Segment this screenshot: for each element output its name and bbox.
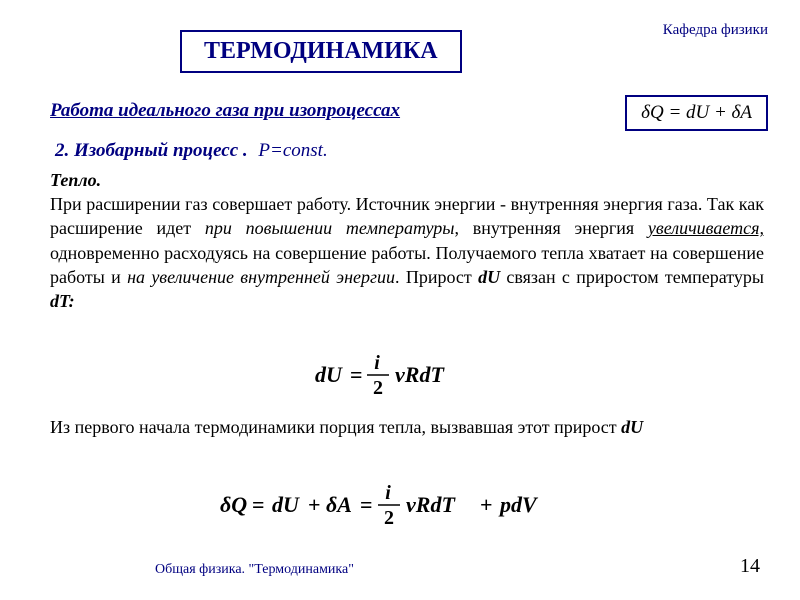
subsection-condition: P=const. — [258, 140, 327, 161]
svg-text:δA: δA — [326, 492, 352, 517]
svg-text:+: + — [308, 492, 321, 517]
text-run-bold: dU — [621, 417, 643, 437]
svg-text:i: i — [385, 482, 391, 504]
svg-text:νRdT: νRdT — [406, 492, 456, 517]
formula-text: δQ = dU + δA — [641, 102, 752, 123]
text-run-bold: dU — [478, 267, 500, 287]
svg-text:2: 2 — [384, 507, 394, 529]
text-run-italic: при повышении температуры — [205, 218, 455, 238]
text-run: Из первого начала термодинамики порция т… — [50, 417, 621, 437]
svg-text:νRdT: νRdT — [395, 362, 445, 387]
svg-text:dU: dU — [272, 492, 300, 517]
subsection-title: 2. Изобарный процесс . P=const. — [55, 140, 328, 162]
svg-text:=: = — [350, 362, 363, 387]
heat-label: Тепло. — [50, 170, 101, 191]
svg-text:=: = — [360, 492, 373, 517]
svg-text:δQ: δQ — [220, 492, 247, 517]
text-run: связан с приростом температуры — [500, 267, 764, 287]
formula-dq: δQ = dU + δA = i 2 νRdT + pdV — [0, 480, 800, 535]
text-run-bold: dT: — [50, 291, 75, 311]
svg-text:dU: dU — [315, 362, 343, 387]
first-law-formula-box: δQ = dU + δA — [625, 95, 768, 131]
svg-text:=: = — [252, 492, 265, 517]
svg-text:i: i — [374, 352, 380, 374]
main-title: ТЕРМОДИНАМИКА — [204, 38, 438, 65]
svg-text:2: 2 — [373, 377, 383, 399]
main-title-box: ТЕРМОДИНАМИКА — [180, 30, 462, 73]
svg-text:+: + — [480, 492, 493, 517]
page-number: 14 — [740, 555, 760, 578]
text-run: . Прирост — [395, 267, 478, 287]
formula-du: dU = i 2 νRdT — [0, 350, 800, 405]
text-run-italic: на увеличение внутренней энергии — [127, 267, 395, 287]
section-title: Работа идеального газа при изопроцессах — [50, 100, 400, 122]
text-run: , внутренняя энергия — [454, 218, 647, 238]
text-run-italic: увеличивается, — [648, 218, 764, 238]
body-paragraph-1: При расширении газ совершает работу. Ист… — [50, 192, 764, 313]
footer-text: Общая физика. "Термодинамика" — [155, 562, 354, 578]
department-label: Кафедра физики — [663, 22, 768, 39]
body-paragraph-2: Из первого начала термодинамики порция т… — [50, 415, 764, 439]
subsection-number: 2. Изобарный процесс . — [55, 140, 248, 161]
svg-text:pdV: pdV — [498, 492, 539, 517]
